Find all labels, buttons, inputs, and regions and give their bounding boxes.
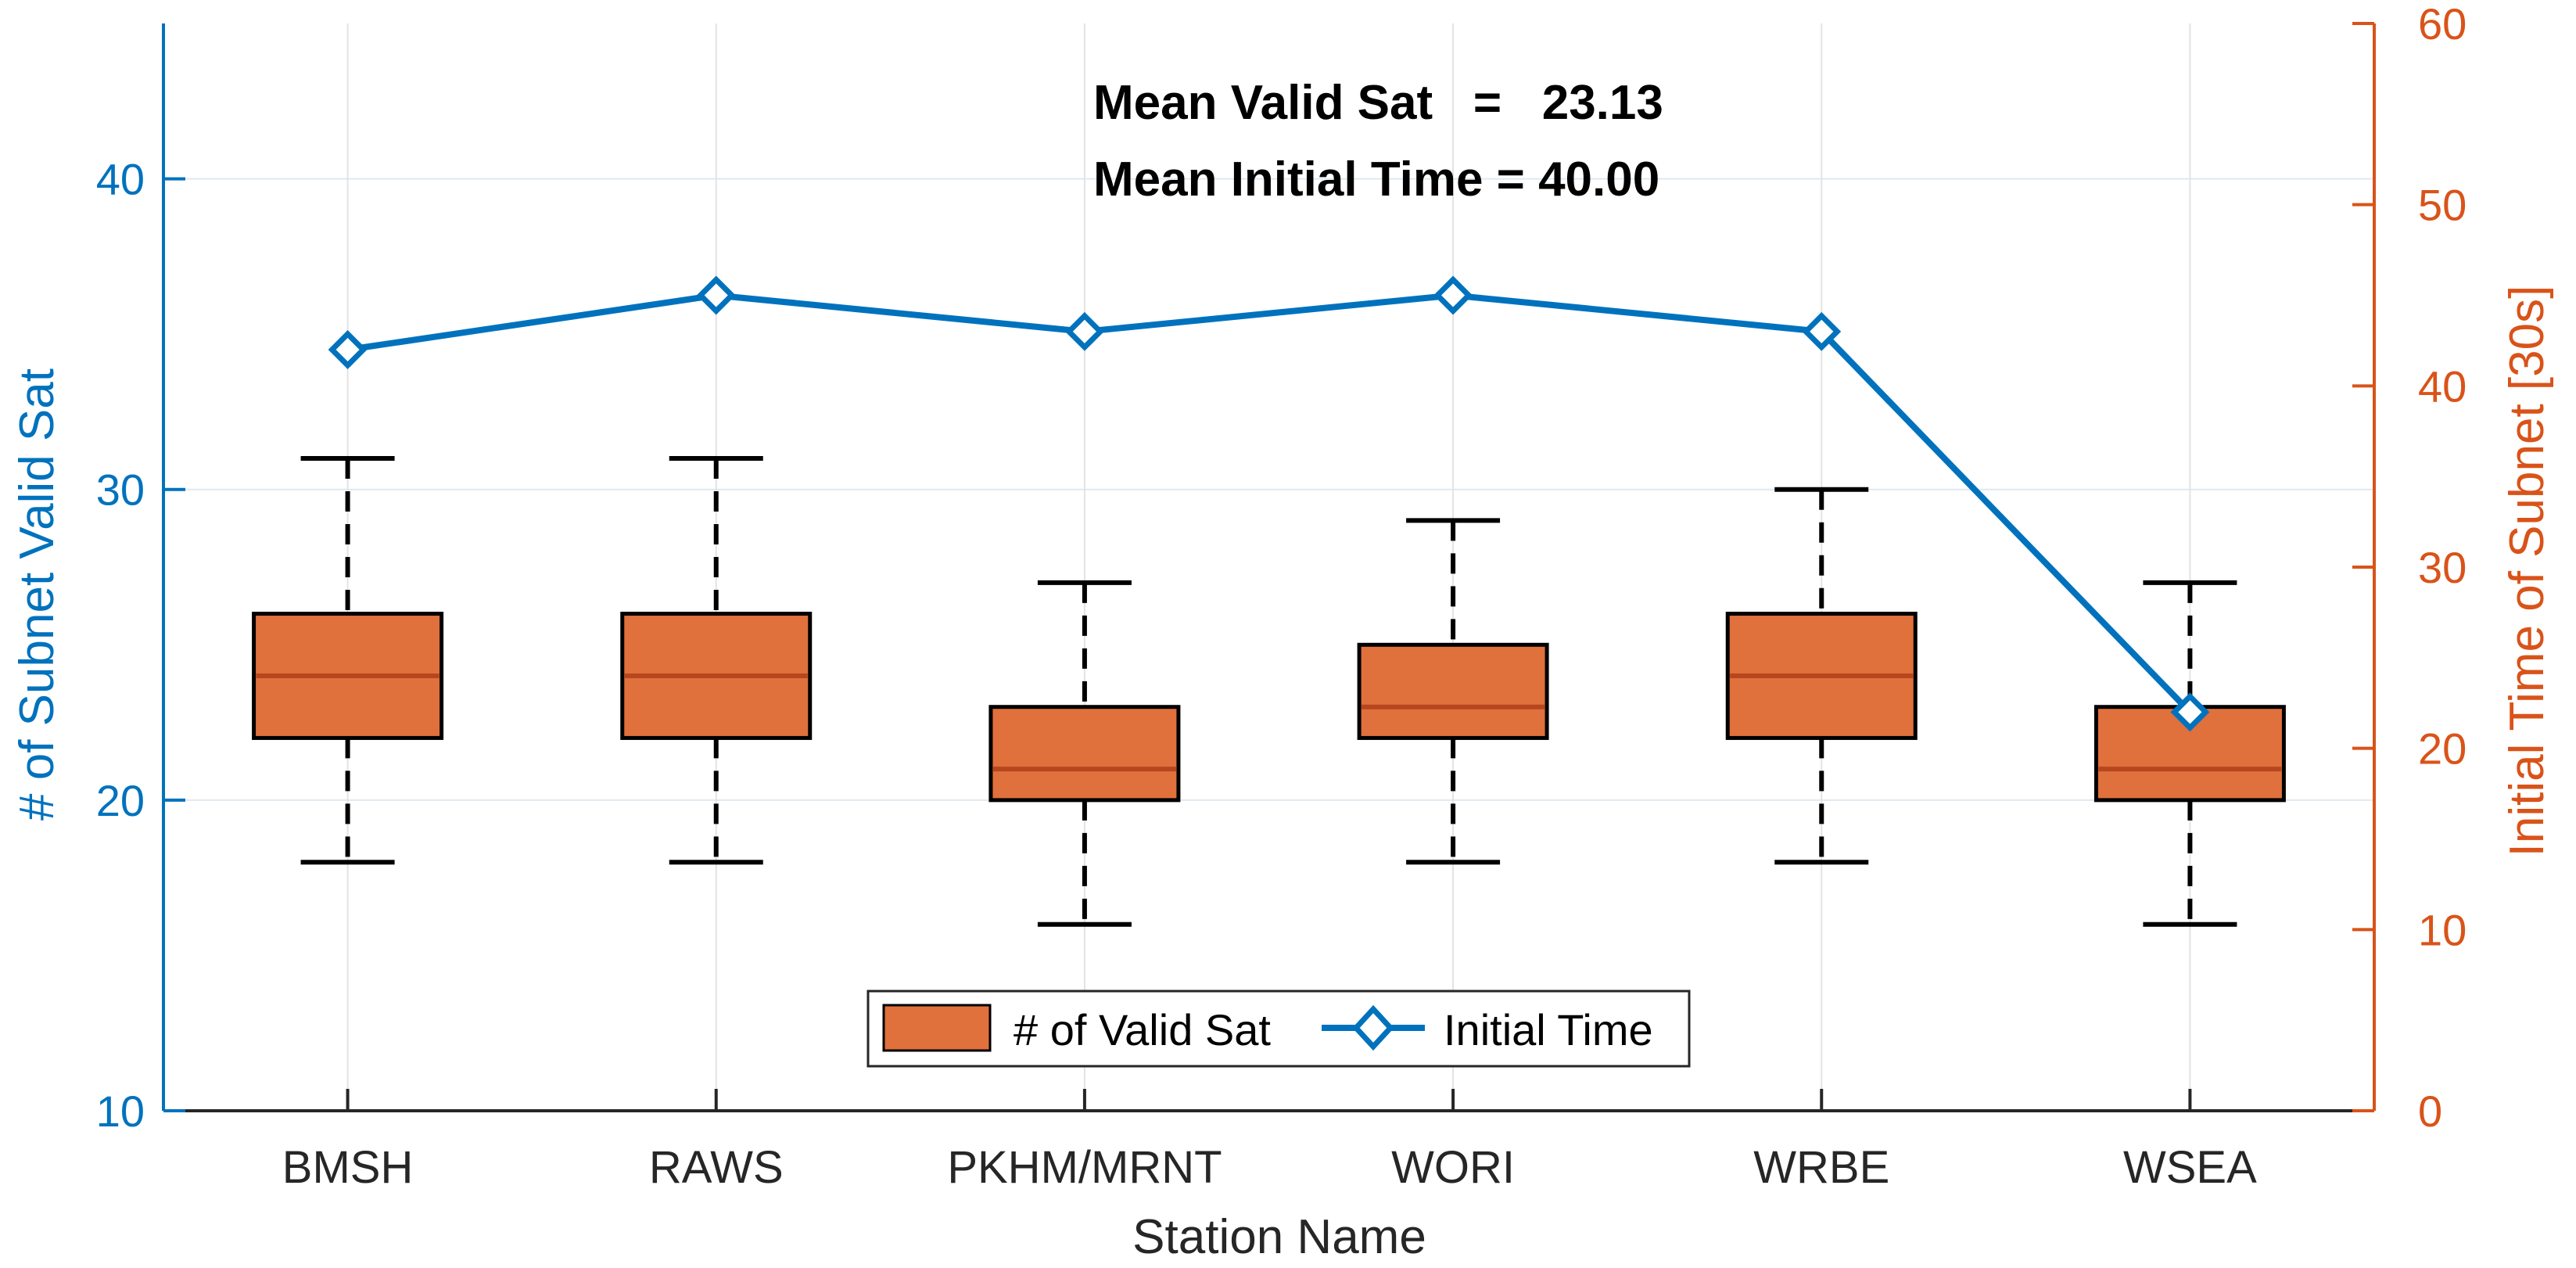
box-wori [1357,518,1549,865]
left-y-tick-label: 30 [96,465,145,515]
right-y-axis-label: Initial Time of Subnet [30s] [2500,286,2554,857]
box-pkhm-mrnt [988,580,1181,927]
legend: # of Valid Sat Initial Time [866,990,1691,1068]
legend-box-label: # of Valid Sat [1014,1005,1271,1054]
right-y-tick-label: 50 [2418,181,2467,230]
x-tick-label: BMSH [282,1142,414,1193]
right-y-tick-label: 20 [2418,724,2467,774]
legend-diamond-marker [1352,1004,1394,1051]
initial-time-point [2170,692,2210,732]
left-y-tick-label: 20 [96,776,145,825]
grid-lines [163,23,2374,1111]
left-y-tick-label: 40 [96,155,145,204]
initial-time-point [328,330,368,369]
axes: 10 20 30 40 0 10 20 30 40 50 60 BMSH RAWS PKHM/MRNT WO… [96,0,2467,1193]
mean-initial-time-annotation: Mean Initial Time = 40.00 [1093,153,1659,207]
x-axis-label: Station Name [1132,1210,1426,1264]
box-bmsh [252,456,444,865]
line-series [328,275,2210,732]
box-raws [620,456,813,865]
right-y-tick-label: 10 [2418,905,2467,954]
legend-line-label: Initial Time [1444,1005,1653,1054]
box-iqr [988,705,1181,803]
right-y-tick-label: 0 [2418,1087,2442,1136]
right-y-tick-label: 60 [2418,0,2467,48]
x-tick-label: RAWS [649,1142,784,1193]
right-y-tick-label: 40 [2418,361,2467,411]
initial-time-point [696,275,736,315]
x-tick-label: WSEA [2123,1142,2257,1193]
box-iqr [1357,642,1549,740]
initial-time-point [1802,311,1842,351]
right-y-tick-label: 30 [2418,543,2467,592]
legend-box-swatch [882,1004,992,1052]
left-y-axis-label: # of Subnet Valid Sat [10,368,64,821]
initial-time-point [1064,311,1104,351]
box-wsea [2093,580,2286,927]
left-y-tick-label: 10 [96,1087,145,1136]
x-tick-label: WORI [1391,1142,1515,1193]
initial-time-point [1433,275,1473,315]
mean-valid-sat-annotation: Mean Valid Sat = 23.13 [1093,76,1663,130]
x-tick-label: PKHM/MRNT [947,1142,1222,1193]
initial-time-line [346,292,2193,715]
box-series [252,456,2286,927]
x-tick-label: WRBE [1753,1142,1889,1193]
box-wrbe [1725,487,1918,865]
legend-box [866,990,1691,1068]
